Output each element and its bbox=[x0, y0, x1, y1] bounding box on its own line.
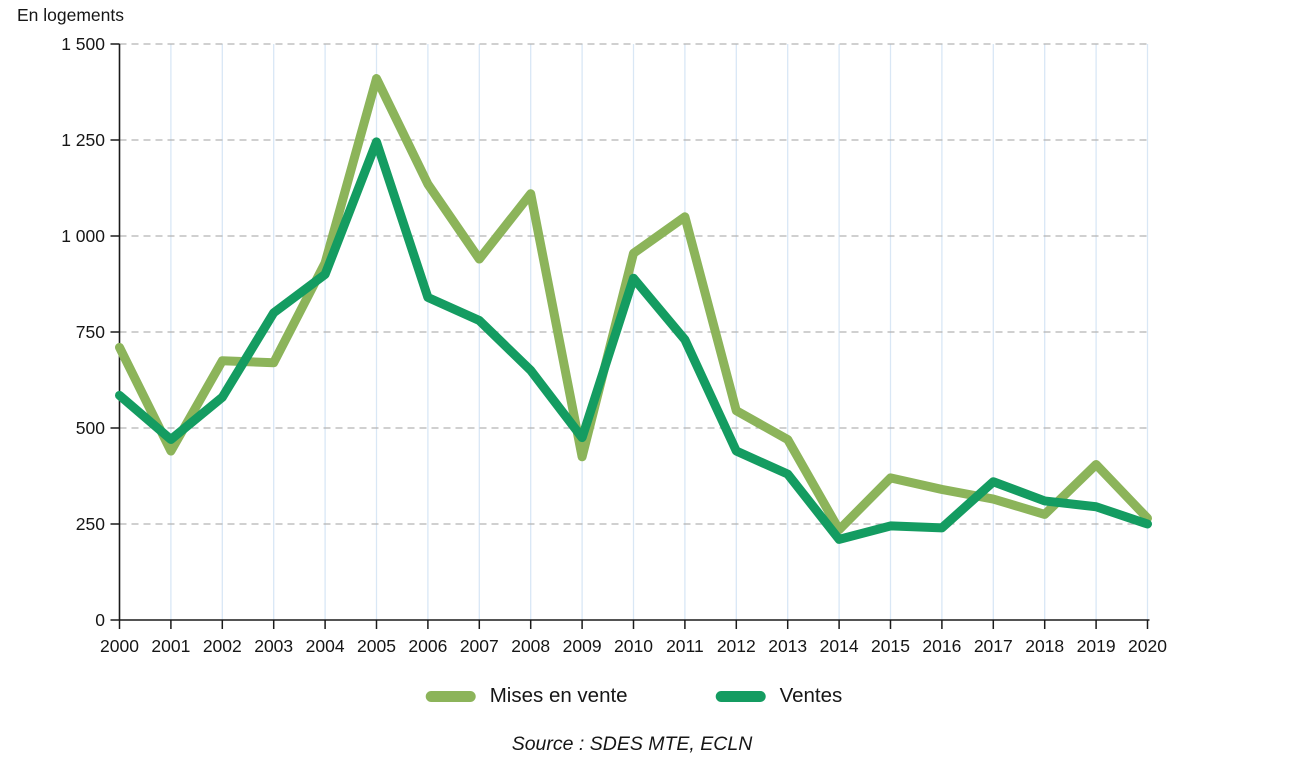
x-axis-tick-label: 2018 bbox=[1025, 636, 1064, 656]
x-axis-tick-label: 2000 bbox=[100, 636, 139, 656]
x-axis-tick-label: 2005 bbox=[357, 636, 396, 656]
y-axis-tick-label: 0 bbox=[95, 610, 105, 630]
legend-item-mises-en-vente: Mises en vente bbox=[425, 684, 628, 708]
legend-item-ventes: Ventes bbox=[715, 684, 843, 708]
x-axis-tick-label: 2001 bbox=[151, 636, 190, 656]
legend-swatch-mises-en-vente-icon bbox=[425, 690, 476, 702]
x-axis-tick-label: 2004 bbox=[306, 636, 345, 656]
y-axis-tick-label: 1 000 bbox=[61, 226, 105, 246]
y-axis-tick-label: 250 bbox=[76, 514, 105, 534]
y-axis-tick-label: 750 bbox=[76, 322, 105, 342]
x-axis-tick-label: 2017 bbox=[974, 636, 1013, 656]
x-axis-tick-label: 2006 bbox=[408, 636, 447, 656]
x-axis-tick-label: 2013 bbox=[768, 636, 807, 656]
x-axis-tick-label: 2011 bbox=[666, 636, 704, 656]
y-axis-unit-label: En logements bbox=[17, 5, 125, 25]
x-axis-tick-label: 2008 bbox=[511, 636, 550, 656]
x-axis-tick-label: 2016 bbox=[922, 636, 961, 656]
source-caption: Source : SDES MTE, ECLN bbox=[511, 733, 753, 755]
x-axis-tick-label: 2015 bbox=[871, 636, 910, 656]
y-axis-tick-label: 1 500 bbox=[61, 34, 105, 54]
legend-label-mises-en-vente: Mises en vente bbox=[489, 684, 628, 707]
x-axis-tick-label: 2014 bbox=[820, 636, 859, 656]
x-axis-tick-label: 2009 bbox=[563, 636, 602, 656]
y-axis-tick-label: 1 250 bbox=[61, 130, 105, 150]
y-axis-tick-label: 500 bbox=[76, 418, 105, 438]
x-axis-tick-label: 2010 bbox=[614, 636, 653, 656]
x-axis-tick-label: 2020 bbox=[1128, 636, 1167, 656]
x-axis-tick-label: 2019 bbox=[1077, 636, 1116, 656]
x-axis-tick-label: 2007 bbox=[460, 636, 499, 656]
chart-legend: Mises en vente Ventes bbox=[425, 684, 843, 708]
x-axis-tick-label: 2003 bbox=[254, 636, 293, 656]
line-chart-canvas: 0 250 500 750 1 000 1 250 1 500 2000 2001 2002 200… bbox=[61, 34, 1167, 656]
legend-label-ventes: Ventes bbox=[779, 684, 843, 707]
x-axis-tick-label: 2012 bbox=[717, 636, 756, 656]
series-line-ventes bbox=[115, 137, 1152, 544]
x-axis-tick-label: 2002 bbox=[203, 636, 242, 656]
legend-swatch-ventes-icon bbox=[715, 690, 766, 702]
